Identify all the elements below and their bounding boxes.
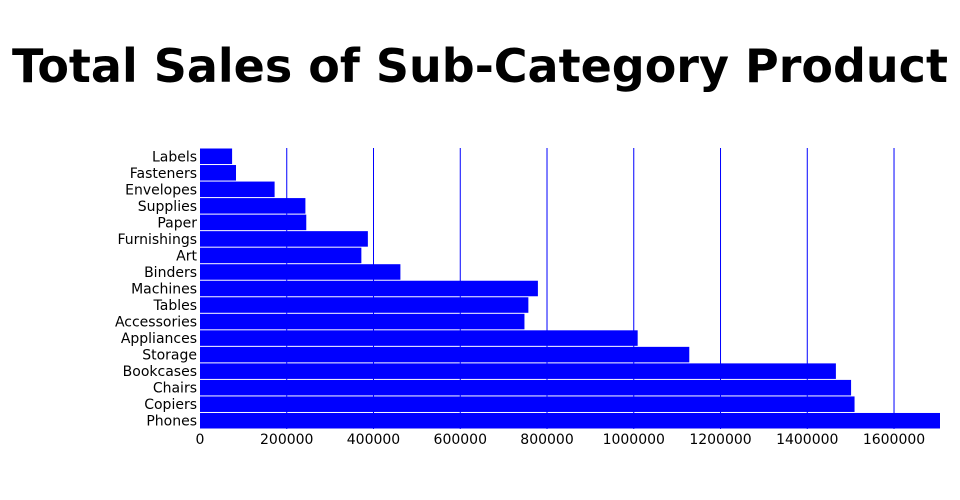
bar-art — [200, 247, 362, 264]
x-tick-label-0: 0 — [196, 432, 205, 448]
bar-furnishings — [200, 231, 368, 247]
y-tick-label-machines: Machines — [131, 282, 197, 298]
y-tick-label-appliances: Appliances — [121, 331, 197, 347]
y-tick-label-copiers: Copiers — [144, 397, 197, 413]
x-tick-label-1: 200000 — [260, 432, 313, 448]
y-tick-label-bookcases: Bookcases — [123, 364, 197, 380]
y-tick-label-accessories: Accessories — [115, 315, 197, 331]
x-tick-label-5: 1000000 — [603, 432, 665, 448]
y-tick-label-art: Art — [176, 248, 197, 264]
y-tick-label-supplies: Supplies — [138, 199, 197, 215]
bar-storage — [200, 346, 690, 363]
bar-bookcases — [200, 363, 836, 379]
y-tick-label-paper: Paper — [157, 215, 197, 231]
bar-fasteners — [200, 165, 237, 181]
bar-tables — [200, 297, 529, 313]
y-tick-label-fasteners: Fasteners — [130, 166, 197, 182]
y-tick-label-labels: Labels — [152, 149, 197, 165]
bar-supplies — [200, 198, 306, 214]
y-tick-label-chairs: Chairs — [153, 381, 197, 397]
bar-accessories — [200, 313, 525, 330]
y-tick-label-furnishings: Furnishings — [117, 232, 197, 248]
y-tick-label-envelopes: Envelopes — [125, 182, 197, 198]
bars — [200, 148, 940, 429]
x-tick-label-3: 600000 — [434, 432, 487, 448]
x-tick-label-2: 400000 — [347, 432, 400, 448]
bar-phones — [200, 412, 940, 429]
y-tick-label-storage: Storage — [142, 348, 197, 364]
x-tick-label-7: 1400000 — [776, 432, 838, 448]
bar-labels — [200, 148, 233, 165]
x-tick-label-8: 1600000 — [863, 432, 925, 448]
y-tick-labels: LabelsFastenersEnvelopesSuppliesPaperFur… — [115, 149, 198, 429]
bar-binders — [200, 264, 401, 280]
bar-copiers — [200, 396, 855, 412]
x-tick-label-6: 1200000 — [689, 432, 751, 448]
x-tick-labels: 0 200000 400000 600000 800000 1000000 1200000 1… — [196, 432, 926, 448]
bar-machines — [200, 280, 538, 297]
y-tick-label-phones: Phones — [146, 414, 197, 430]
bar-chairs — [200, 379, 852, 396]
bar-appliances — [200, 330, 638, 346]
chart-title: Total Sales of Sub-Category Product — [12, 39, 948, 93]
bar-envelopes — [200, 181, 275, 198]
x-tick-label-4: 800000 — [520, 432, 573, 448]
y-tick-label-tables: Tables — [153, 298, 198, 314]
y-tick-label-binders: Binders — [144, 265, 197, 281]
bar-paper — [200, 214, 307, 231]
